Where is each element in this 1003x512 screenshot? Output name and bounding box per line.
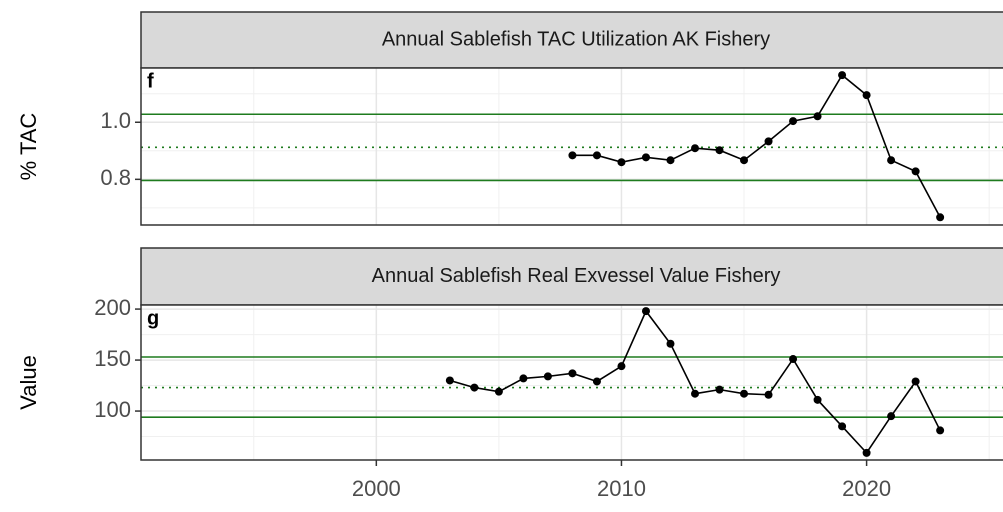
- point: [887, 412, 896, 421]
- plot-border: [140, 304, 1003, 461]
- y-tick-label: 100: [94, 397, 131, 422]
- y-tick-label: 200: [94, 295, 131, 320]
- point: [936, 213, 945, 222]
- x-tick-label: 2020: [842, 476, 891, 501]
- point: [666, 339, 675, 348]
- strip-title: Annual Sablefish TAC Utilization AK Fish…: [382, 28, 770, 50]
- point: [838, 71, 847, 80]
- panel-label: g: [147, 307, 159, 329]
- y-axis-label: Value: [16, 355, 41, 410]
- point: [911, 377, 920, 386]
- strip: [140, 11, 1003, 69]
- series-line: [572, 73, 941, 218]
- point: [617, 362, 626, 371]
- point: [519, 374, 528, 383]
- plot-background: [141, 68, 1003, 225]
- point: [862, 448, 871, 457]
- point: [936, 426, 945, 435]
- point: [813, 112, 822, 121]
- point: [592, 151, 601, 160]
- point: [470, 383, 479, 392]
- y-tick-label: 1.0: [100, 108, 131, 133]
- y-tick-label: 150: [94, 346, 131, 371]
- point: [543, 372, 552, 381]
- point: [568, 369, 577, 378]
- point: [789, 355, 798, 364]
- point: [568, 151, 577, 160]
- point: [764, 137, 773, 146]
- point: [494, 387, 503, 396]
- strip-title: Annual Sablefish Real Exvessel Value Fis…: [372, 265, 781, 287]
- point: [764, 390, 773, 399]
- x-tick-label: 2000: [352, 476, 401, 501]
- point: [911, 167, 920, 176]
- point: [813, 395, 822, 404]
- point: [617, 158, 626, 167]
- point: [789, 117, 798, 126]
- point: [592, 377, 601, 386]
- x-tick-label: 2010: [597, 476, 646, 501]
- plot-background: [141, 305, 1003, 460]
- point: [641, 153, 650, 162]
- point: [715, 146, 724, 155]
- panel-label: f: [147, 70, 154, 92]
- point: [666, 156, 675, 165]
- point: [838, 422, 847, 431]
- point: [445, 376, 454, 385]
- point: [691, 389, 700, 398]
- plot-border: [140, 67, 1003, 226]
- point: [715, 385, 724, 394]
- point: [641, 307, 650, 316]
- y-tick-label: 0.8: [100, 165, 131, 190]
- point: [691, 144, 700, 153]
- point: [887, 156, 896, 165]
- point: [862, 91, 871, 100]
- point: [740, 156, 749, 165]
- y-axis-label: % TAC: [16, 113, 41, 181]
- point: [740, 389, 749, 398]
